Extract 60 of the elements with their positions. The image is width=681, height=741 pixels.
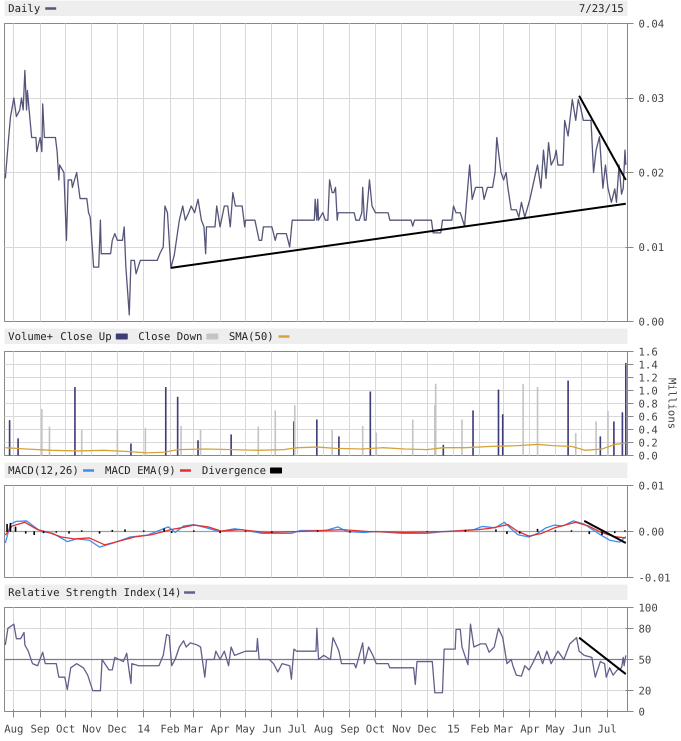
y-tick-label: 0.04 <box>638 18 664 30</box>
y-tick-label: 80 <box>638 622 652 636</box>
x-tick-label: Jul <box>598 722 617 736</box>
legend-label: SMA(50) <box>228 330 274 343</box>
x-tick-label: Feb <box>160 722 180 736</box>
x-tick-label: Dec <box>418 722 437 736</box>
x-tick-label: Nov <box>82 722 102 736</box>
y-tick-label: 0.4 <box>638 424 658 436</box>
x-tick-label: Apr <box>210 722 230 736</box>
x-tick-label: Oct <box>366 722 386 736</box>
x-tick-label: Jun <box>572 722 592 736</box>
y-tick-label: 100 <box>638 602 658 614</box>
x-tick-label: Sep <box>340 722 360 736</box>
legend-label: Close Down <box>138 330 202 343</box>
legend-label: MACD EMA(9) <box>105 464 176 477</box>
y-tick-label: 0.03 <box>638 92 664 105</box>
x-tick-label: 15 <box>447 722 460 736</box>
x-tick-label: Nov <box>392 722 412 736</box>
x-tick-label: May <box>236 722 256 736</box>
y-tick-label: 1.6 <box>638 346 658 358</box>
x-tick-label: Apr <box>520 722 540 736</box>
y-tick-label: 0.00 <box>638 316 664 328</box>
y-tick-label: 0.2 <box>638 436 658 450</box>
x-tick-label: Oct <box>56 722 76 736</box>
x-tick-label: Aug <box>314 722 334 736</box>
line-series <box>4 442 626 454</box>
y-tick-label: 1.2 <box>638 372 658 384</box>
y-tick-label: 50 <box>638 654 652 666</box>
x-tick-label: Jul <box>288 722 307 736</box>
y-tick-label: 1.0 <box>638 384 658 398</box>
y-tick-label: 0.8 <box>638 398 658 410</box>
y-tick-label: 0.0 <box>638 450 658 462</box>
x-tick-label: Sep <box>30 722 50 736</box>
x-tick-label: Aug <box>4 722 24 736</box>
x-tick-label: 14 <box>137 722 150 736</box>
y-tick-label: 0.01 <box>638 480 664 492</box>
text: 7/23/15 <box>578 2 624 15</box>
legend-label: Close Up <box>60 330 112 343</box>
y-tick-label: -0.01 <box>638 572 671 584</box>
y-tick-label: 20 <box>638 684 652 698</box>
x-tick-label: Dec <box>108 722 128 736</box>
x-tick-label: Jun <box>262 722 282 736</box>
y-tick-label: 0 <box>638 706 645 718</box>
x-tick-label: Feb <box>470 722 490 736</box>
y-tick-label: 0.6 <box>638 410 658 424</box>
x-tick-label: May <box>546 722 565 736</box>
line-series <box>4 623 626 694</box>
y-tick-label: 1.4 <box>638 358 658 372</box>
legend-label: Daily <box>8 2 40 15</box>
legend-label: MACD(12,26) <box>8 464 79 477</box>
legend-label: Divergence <box>202 464 266 477</box>
line-series <box>4 70 626 316</box>
x-tick-label: Mar <box>494 722 514 736</box>
y-tick-label: 0.02 <box>638 166 664 180</box>
x-tick-label: Mar <box>184 722 204 736</box>
y-tick-label: 0.00 <box>638 526 664 538</box>
y-tick-label: 0.01 <box>638 241 664 254</box>
legend-label: Relative Strength Index(14) <box>8 586 182 599</box>
chart-title: Volume+ <box>8 330 54 343</box>
y-axis-title: Millions <box>666 378 679 430</box>
